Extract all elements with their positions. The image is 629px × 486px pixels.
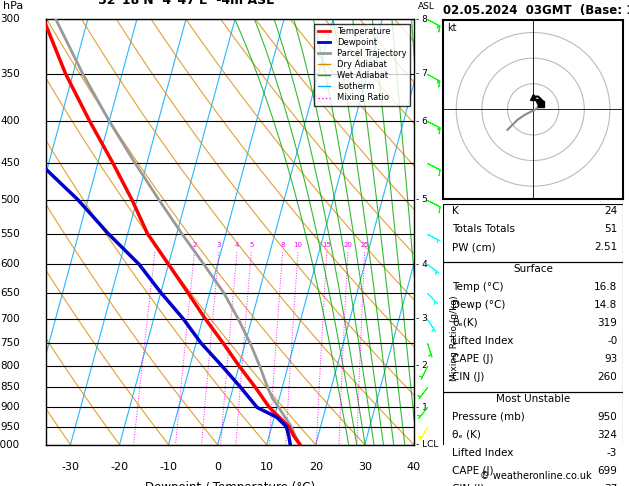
Text: -0: -0 [607, 336, 617, 346]
Text: K: K [452, 206, 459, 216]
Bar [443, 392, 623, 486]
Text: Temp (°C): Temp (°C) [452, 282, 504, 292]
Text: 699: 699 [598, 466, 617, 476]
Text: 850: 850 [1, 382, 20, 392]
Text: 260: 260 [598, 372, 617, 382]
Text: - 8: - 8 [416, 15, 428, 24]
Text: 950: 950 [1, 421, 20, 432]
Text: 700: 700 [1, 313, 20, 324]
Text: Totals Totals: Totals Totals [452, 224, 515, 234]
Text: 2.51: 2.51 [594, 242, 617, 252]
Text: 750: 750 [1, 338, 20, 348]
Text: - LCL: - LCL [416, 440, 438, 449]
Text: 25: 25 [360, 242, 369, 248]
Text: -30: -30 [62, 462, 79, 472]
Text: - 4: - 4 [416, 260, 428, 269]
Text: Surface: Surface [513, 264, 553, 274]
Text: 300: 300 [1, 15, 20, 24]
Text: 20: 20 [309, 462, 323, 472]
Text: 0: 0 [214, 462, 221, 472]
Text: 450: 450 [1, 157, 20, 168]
Text: 20: 20 [343, 242, 352, 248]
Text: 15: 15 [323, 242, 331, 248]
Text: 800: 800 [1, 361, 20, 371]
Text: Most Unstable: Most Unstable [496, 394, 571, 404]
Text: 2: 2 [192, 242, 197, 248]
Text: km
ASL: km ASL [418, 0, 435, 11]
Text: 950: 950 [598, 412, 617, 422]
Text: 1000: 1000 [0, 440, 20, 450]
Text: Dewp (°C): Dewp (°C) [452, 300, 506, 310]
Text: 16.8: 16.8 [594, 282, 617, 292]
Text: 51: 51 [604, 224, 617, 234]
Legend: Temperature, Dewpoint, Parcel Trajectory, Dry Adiabat, Wet Adiabat, Isotherm, Mi: Temperature, Dewpoint, Parcel Trajectory… [314, 24, 409, 106]
Text: 3: 3 [217, 242, 221, 248]
Text: 30: 30 [358, 462, 372, 472]
Text: © weatheronline.co.uk: © weatheronline.co.uk [481, 471, 592, 481]
Text: 400: 400 [1, 116, 20, 126]
Text: 14.8: 14.8 [594, 300, 617, 310]
Text: 40: 40 [407, 462, 421, 472]
Text: 8: 8 [281, 242, 285, 248]
Text: θₑ (K): θₑ (K) [452, 430, 481, 440]
Text: Lifted Index: Lifted Index [452, 448, 514, 458]
Text: - 5: - 5 [416, 195, 428, 205]
Text: hPa: hPa [3, 1, 23, 11]
Text: CAPE (J): CAPE (J) [452, 466, 494, 476]
Text: 900: 900 [1, 402, 20, 413]
Text: Dewpoint / Temperature (°C): Dewpoint / Temperature (°C) [145, 481, 315, 486]
Text: - 1: - 1 [416, 403, 428, 412]
Text: 1: 1 [153, 242, 157, 248]
Text: -10: -10 [160, 462, 177, 472]
Text: 10: 10 [260, 462, 274, 472]
Text: 24: 24 [604, 206, 617, 216]
Text: CAPE (J): CAPE (J) [452, 354, 494, 364]
Text: Mixing Ratio (g/kg): Mixing Ratio (g/kg) [450, 295, 459, 381]
Text: 93: 93 [604, 354, 617, 364]
Text: 350: 350 [1, 69, 20, 79]
Text: 02.05.2024  03GMT  (Base: 18): 02.05.2024 03GMT (Base: 18) [443, 4, 629, 17]
Text: kt: kt [447, 23, 457, 34]
Text: - 3: - 3 [416, 314, 428, 323]
Text: -20: -20 [111, 462, 128, 472]
Bar [443, 204, 623, 262]
Text: PW (cm): PW (cm) [452, 242, 496, 252]
Text: 319: 319 [598, 318, 617, 328]
Text: Lifted Index: Lifted Index [452, 336, 514, 346]
Text: Pressure (mb): Pressure (mb) [452, 412, 525, 422]
Text: 4: 4 [235, 242, 239, 248]
Text: 650: 650 [1, 288, 20, 297]
Text: 550: 550 [1, 228, 20, 239]
Text: 10: 10 [294, 242, 303, 248]
Text: 324: 324 [598, 430, 617, 440]
Bar [443, 262, 623, 392]
Text: 500: 500 [1, 195, 20, 205]
Text: 52°18'N  4°47'E  -4m ASL: 52°18'N 4°47'E -4m ASL [97, 0, 274, 7]
Text: -3: -3 [607, 448, 617, 458]
Text: - 2: - 2 [416, 362, 428, 370]
Text: - 7: - 7 [416, 69, 428, 78]
Text: CIN (J): CIN (J) [452, 372, 485, 382]
Text: 5: 5 [249, 242, 253, 248]
Text: 37: 37 [604, 484, 617, 486]
Text: 600: 600 [1, 259, 20, 269]
Text: - 6: - 6 [416, 117, 428, 125]
Text: θₑ(K): θₑ(K) [452, 318, 478, 328]
Text: CIN (J): CIN (J) [452, 484, 485, 486]
